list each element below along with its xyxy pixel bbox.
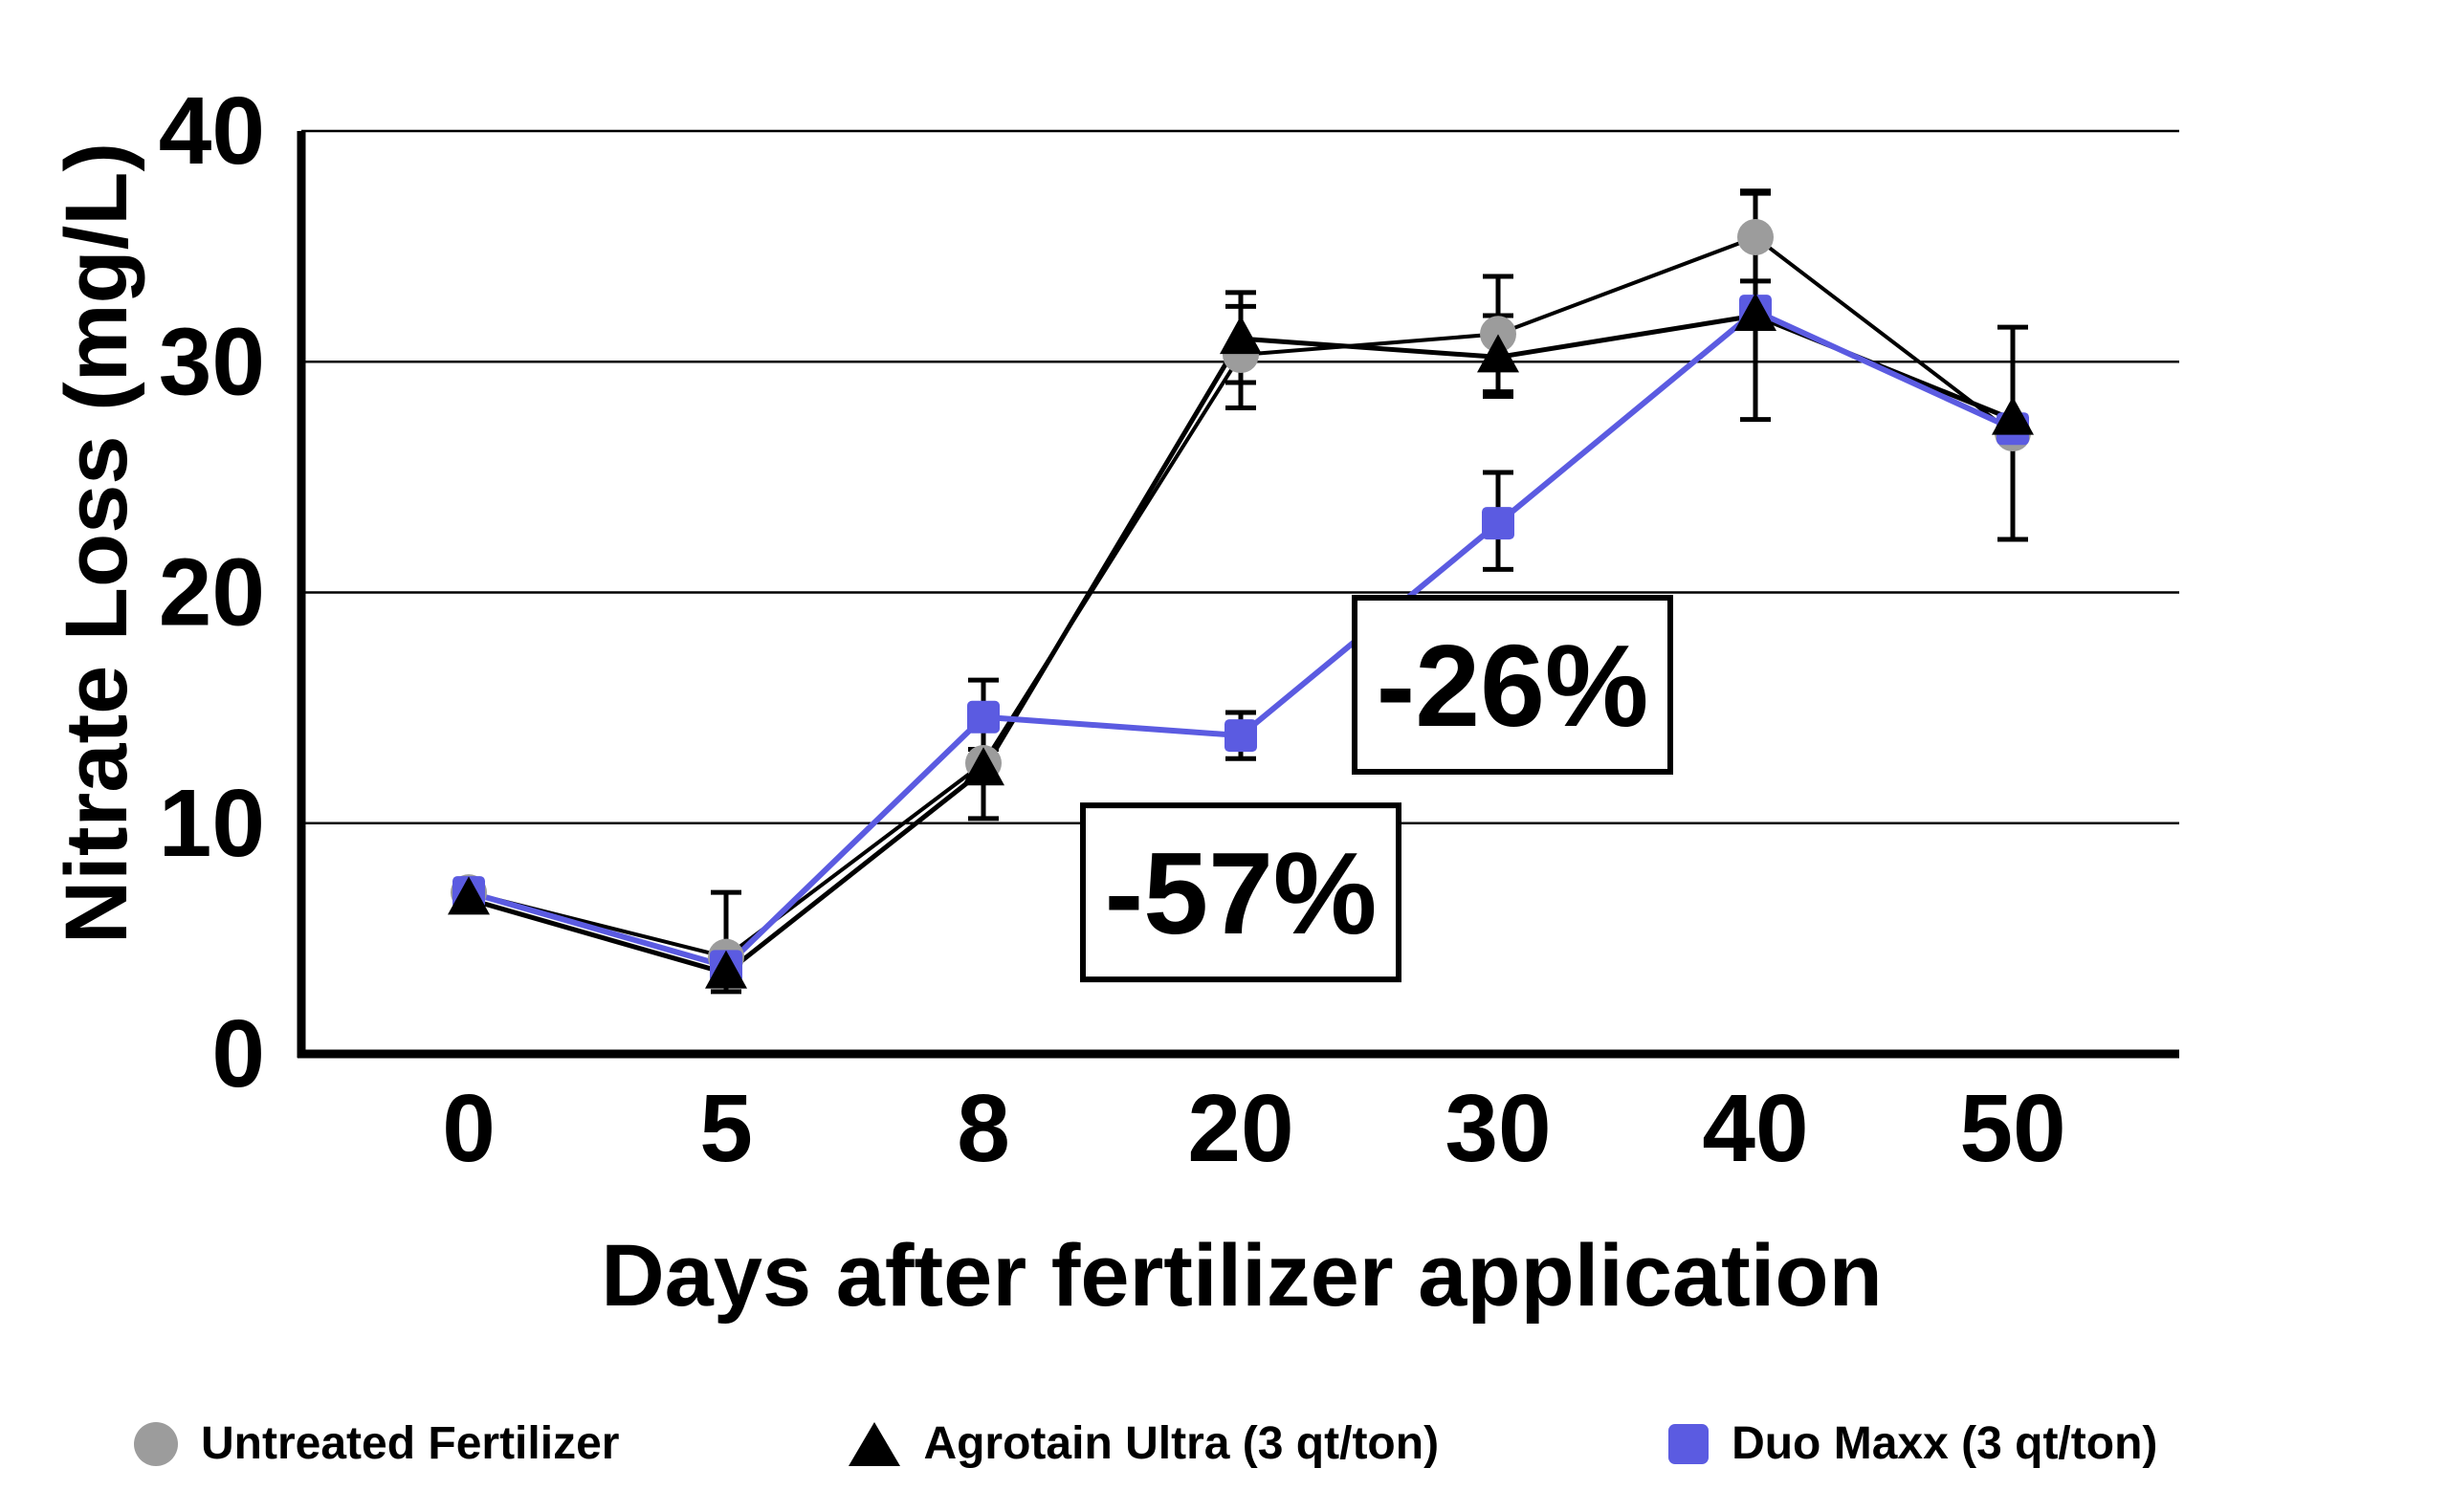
svg-text:30: 30	[159, 308, 265, 415]
svg-text:40: 40	[159, 77, 265, 185]
chart-legend: Untreated Fertilizer Agrotain Ultra (3 q…	[0, 1417, 2449, 1470]
svg-text:-57%: -57%	[1105, 828, 1378, 958]
svg-text:40: 40	[1702, 1075, 1808, 1182]
svg-text:0: 0	[211, 1000, 265, 1107]
square-marker-icon	[1668, 1423, 1710, 1464]
legend-label-agrotain-ultra: Agrotain Ultra (3 qt/ton)	[923, 1418, 1440, 1469]
legend-label-untreated-fertilizer: Untreated Fertilizer	[201, 1418, 620, 1469]
legend-item-duo-maxx: Duo Maxx (3 qt/ton)	[1668, 1417, 2157, 1470]
svg-text:-26%: -26%	[1377, 621, 1649, 751]
svg-text:20: 20	[1187, 1075, 1293, 1182]
legend-item-agrotain-ultra: Agrotain Ultra (3 qt/ton)	[849, 1417, 1439, 1470]
svg-text:50: 50	[1959, 1075, 2065, 1182]
chart-plot-area: 0 10 20 30 40 0 5 8 20 30 40 50 -57% -26%	[159, 77, 2179, 1182]
svg-text:0: 0	[442, 1075, 496, 1182]
legend-label-duo-maxx: Duo Maxx (3 qt/ton)	[1732, 1418, 2158, 1469]
x-axis-title: Days after fertilizer application	[601, 1227, 1883, 1325]
svg-text:5: 5	[699, 1075, 753, 1182]
triangle-marker-icon	[849, 1421, 901, 1466]
svg-text:30: 30	[1445, 1075, 1551, 1182]
svg-text:10: 10	[159, 770, 265, 877]
svg-text:8: 8	[957, 1075, 1010, 1182]
svg-text:20: 20	[159, 539, 265, 646]
circle-marker-icon	[134, 1421, 178, 1466]
legend-item-untreated-fertilizer: Untreated Fertilizer	[134, 1417, 619, 1470]
